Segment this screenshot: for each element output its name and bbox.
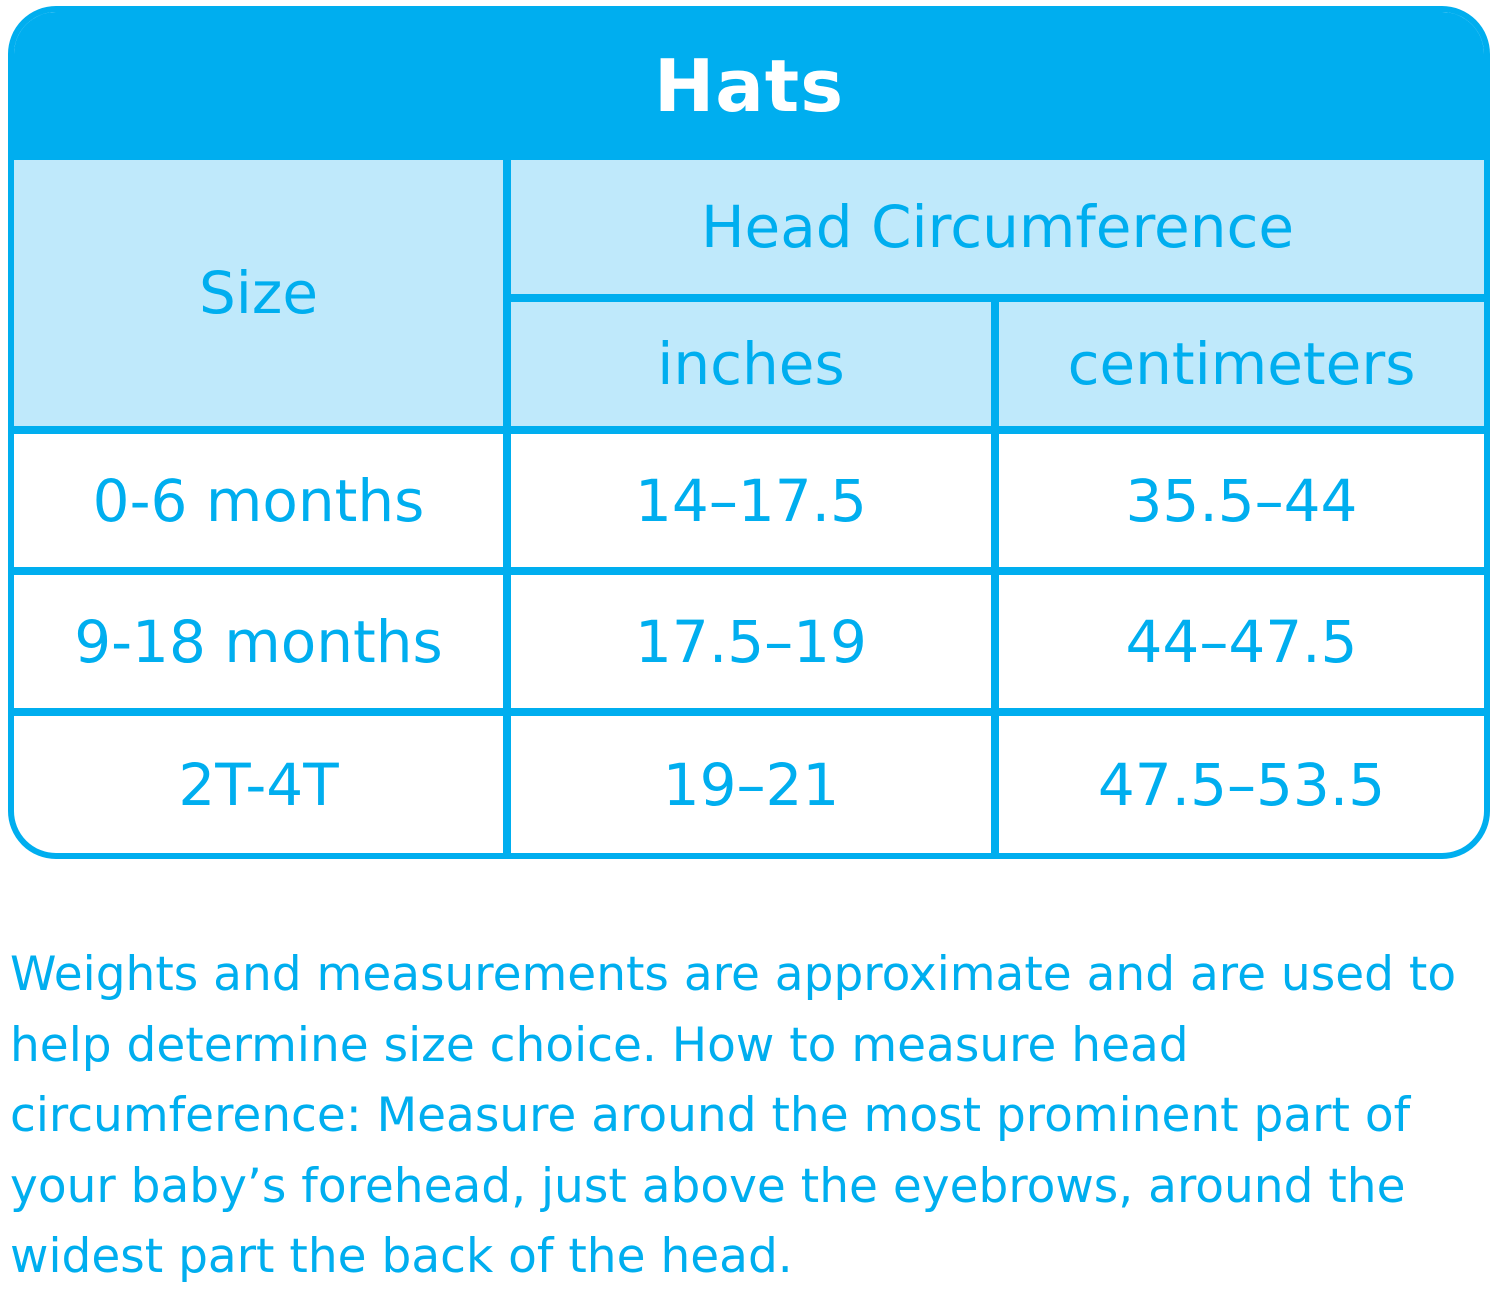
table-row: 0-6 months 14–17.5 35.5–44	[14, 426, 1484, 575]
header-row: Size Head Circumference	[14, 160, 1484, 434]
inches-cell: 17.5–19	[503, 567, 999, 716]
centimeters-header: centimeters	[991, 294, 1484, 434]
title-bar: Hats	[14, 12, 1484, 160]
centimeters-cell: 44–47.5	[991, 567, 1484, 716]
inches-cell: 19–21	[503, 708, 999, 853]
table-row: 9-18 months 17.5–19 44–47.5	[14, 567, 1484, 716]
size-table: Size Head Circumference inches centimete…	[14, 160, 1484, 853]
table-row: 2T-4T 19–21 47.5–53.5	[14, 708, 1484, 853]
centimeters-cell: 35.5–44	[991, 426, 1484, 575]
size-header: Size	[14, 160, 511, 434]
size-chart: Hats Size Head Circumference inches cent…	[8, 6, 1490, 859]
inches-cell: 14–17.5	[503, 426, 999, 575]
subheader-row: inches centimeters	[14, 294, 1484, 434]
chart-title: Hats	[653, 44, 845, 128]
measurement-note: Weights and measurements are approximate…	[10, 947, 1457, 1284]
inches-header: inches	[507, 294, 999, 434]
size-cell: 0-6 months	[14, 426, 511, 575]
head-circumference-header: Head Circumference	[503, 160, 1484, 302]
size-cell: 9-18 months	[14, 567, 511, 716]
centimeters-cell: 47.5–53.5	[991, 708, 1484, 853]
size-cell: 2T-4T	[14, 708, 511, 853]
